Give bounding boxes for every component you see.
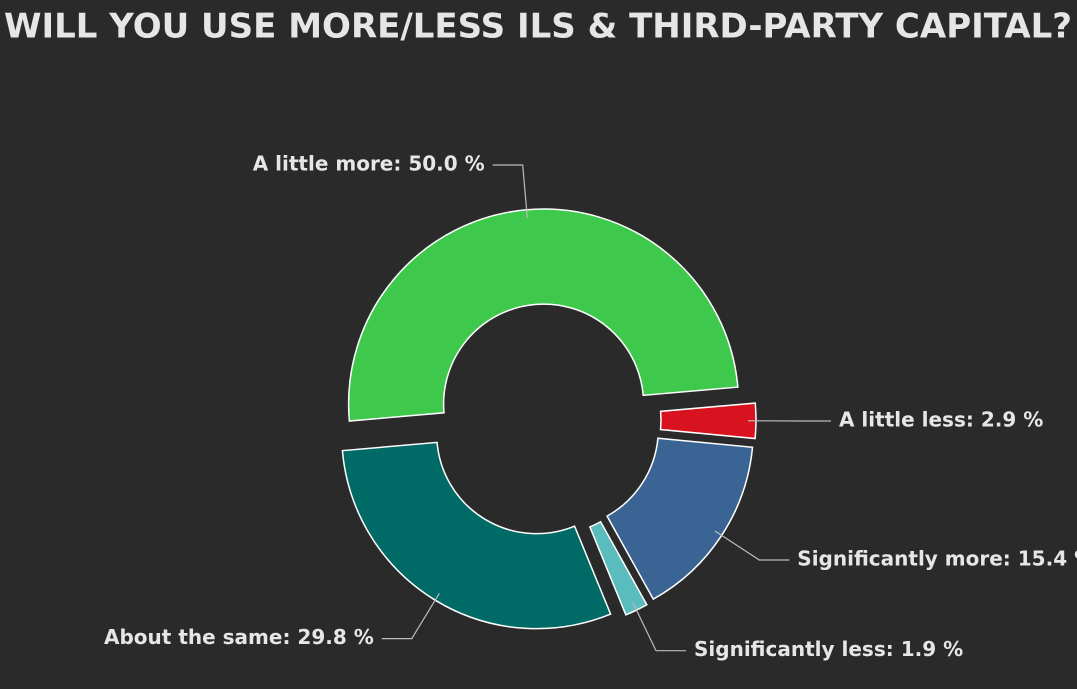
chart-title: WILL YOU USE MORE/LESS ILS & THIRD-PARTY…	[4, 7, 1072, 47]
data-label: Significantly less: 1.9 %	[694, 637, 963, 661]
donut-slice	[588, 520, 648, 616]
data-label: About the same: 29.8 %	[104, 625, 374, 649]
donut-slice	[341, 441, 612, 630]
donut-slice	[347, 208, 739, 422]
donut-slice	[606, 437, 754, 601]
donut-slice	[659, 402, 757, 440]
data-label: Significantly more: 15.4 %	[797, 547, 1077, 571]
label-connector	[381, 593, 440, 640]
label-connector	[492, 164, 528, 218]
data-label: A little more: 50.0 %	[253, 151, 485, 175]
label-connector	[714, 530, 790, 561]
label-connector	[632, 602, 687, 652]
data-label: A little less: 2.9 %	[839, 407, 1043, 431]
